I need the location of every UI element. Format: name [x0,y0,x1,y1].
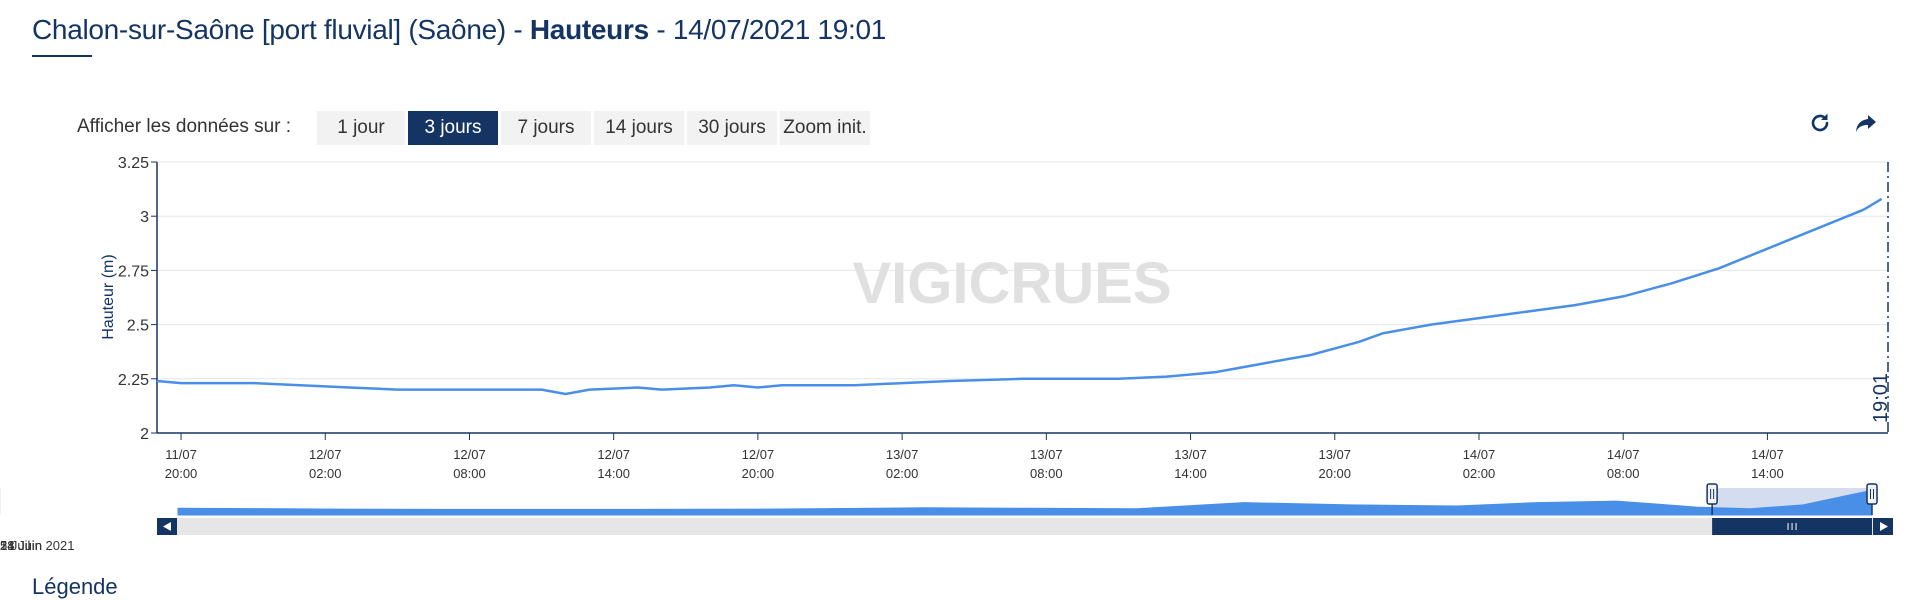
x-tick-label-time: 20:00 [1318,466,1351,481]
title-timestamp: - 14/07/2021 19:01 [656,14,887,45]
scrollbar-thumb[interactable] [1712,518,1872,535]
x-tick-label-date: 13/07 [1318,447,1351,462]
x-tick-label-date: 13/07 [1174,447,1207,462]
range-button-7-days[interactable]: 7 jours [501,111,591,145]
range-button-1-day[interactable]: 1 jour [317,111,405,145]
navigator-handle-left[interactable] [1706,483,1718,505]
axis-layer: 2 2.25 2.5 2.75 3 3.25 11/07 20:00 12/07 02:00 12/… [118,155,1889,481]
series-layer [156,197,1883,396]
x-tick-label-time: 02:00 [1463,466,1496,481]
share-icon[interactable] [1854,110,1878,136]
scroll-left-arrow-icon [163,522,171,531]
navigator-handle-body [1706,483,1718,505]
x-tick-label-date: 13/07 [1030,447,1063,462]
navigator-handle-right[interactable] [1866,483,1878,505]
range-button-3-days[interactable]: 3 jours [408,111,498,145]
navigator-area [177,489,1873,516]
now-marker-label: 19:01 [1870,373,1892,423]
x-tick-label-date: 14/07 [1751,447,1784,462]
x-tick-label-date: 12/07 [742,447,775,462]
range-button-zoom-reset[interactable]: Zoom init. [780,111,870,145]
grid-layer [157,161,1888,380]
series-line-0 [156,197,1883,396]
x-tick-label-date: 14/07 [1463,447,1496,462]
x-tick-label-date: 14/07 [1607,447,1640,462]
x-tick-label-time: 20:00 [742,466,775,481]
x-tick-label-time: 08:00 [453,466,486,481]
x-tick-label-time: 14:00 [597,466,630,481]
y-tick-label: 2.5 [127,318,149,335]
x-tick-label-date: 12/07 [453,447,486,462]
navigator-date-label: 21 Juin [0,538,42,553]
watermark: VIGICRUES [852,251,1171,316]
x-tick-label-time: 02:00 [886,466,919,481]
x-tick-label-time: 20:00 [165,466,198,481]
range-selector-label: Afficher les données sur : [77,116,292,137]
x-tick-label-time: 02:00 [309,466,342,481]
y-axis-title: Hauteur (m) [100,254,117,339]
x-tick-label-date: 11/07 [165,447,197,462]
x-tick-label-time: 14:00 [1751,466,1784,481]
legend-heading: Légende [32,574,118,599]
y-tick-label: 2 [140,426,149,443]
navigator-handle-body [1866,483,1878,505]
range-button-30-days[interactable]: 30 jours [687,111,777,145]
scrollbar-right-button[interactable] [1873,518,1893,535]
scrollbar-track[interactable] [157,518,1893,535]
scrollbar-left-button[interactable] [157,518,177,535]
range-button-14-days[interactable]: 14 jours [594,111,684,145]
x-tick-label-time: 08:00 [1607,466,1640,481]
y-tick-label: 2.75 [118,263,149,280]
refresh-icon[interactable] [1808,110,1832,136]
title-measure: Hauteurs [529,14,649,45]
title-underline [32,55,92,57]
navigator-date-label: 14 Juin 2021 [0,538,74,553]
navigator-date-label: 5 Juil [0,538,30,553]
y-tick-label: 3.25 [118,155,149,172]
x-tick-label-date: 12/07 [309,447,342,462]
scroll-right-arrow-icon [1880,522,1888,531]
navigator-date-label: 28 Juin [0,538,42,553]
y-tick-label: 2.25 [118,372,149,389]
page-title: Chalon-sur-Saône [port fluvial] (Saône) … [32,14,886,46]
x-tick-label-date: 12/07 [597,447,630,462]
x-tick-label-time: 14:00 [1174,466,1207,481]
title-station: Chalon-sur-Saône [port fluvial] (Saône) … [32,14,523,45]
x-tick-label-date: 13/07 [886,447,919,462]
x-tick-label-time: 08:00 [1030,466,1063,481]
y-tick-label: 3 [140,209,149,226]
